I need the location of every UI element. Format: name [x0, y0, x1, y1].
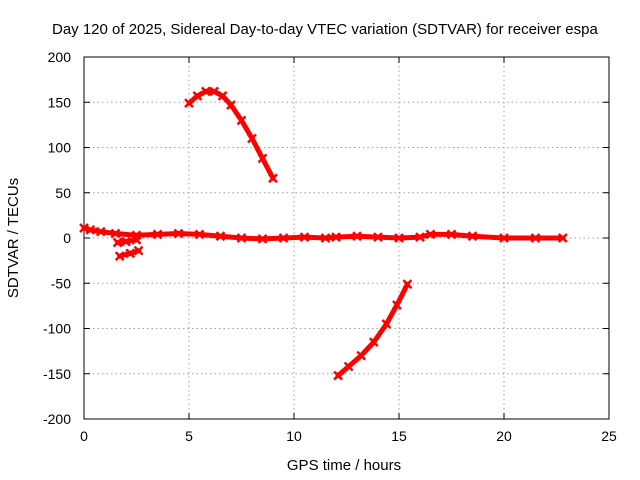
data-point [257, 153, 268, 164]
data-point [184, 98, 194, 109]
data-point [530, 233, 541, 243]
x-tick-label: 20 [496, 428, 512, 444]
data-point [200, 86, 211, 97]
x-tick-label: 10 [286, 428, 302, 444]
data-point [133, 245, 144, 256]
data-layer [79, 86, 568, 381]
data-point [278, 233, 289, 243]
data-point [247, 133, 257, 144]
x-tick-label: 0 [80, 428, 88, 444]
data-point [299, 232, 310, 242]
data-point [381, 319, 392, 329]
y-tick-label: 50 [55, 185, 71, 201]
series-low-segment-b [114, 245, 144, 261]
data-point [333, 370, 343, 381]
data-point [209, 86, 220, 97]
x-axis-label: GPS time / hours [287, 457, 401, 474]
y-tick-label: -100 [43, 321, 71, 337]
chart-title: Day 120 of 2025, Sidereal Day-to-day VTE… [52, 21, 598, 38]
label-layer: 0 5 10 15 20 25 -200 -150 -100 -50 0 50 100 150 200 [43, 49, 617, 444]
data-point [114, 251, 125, 261]
data-point [217, 91, 228, 101]
data-point [79, 223, 89, 233]
data-point [226, 100, 236, 110]
data-point [467, 231, 478, 242]
data-point [368, 337, 379, 347]
series-line [335, 281, 410, 379]
y-tick-label: -150 [43, 366, 71, 382]
data-point [236, 233, 247, 243]
x-tick-label: 25 [601, 428, 617, 444]
data-point [352, 231, 362, 242]
data-point [392, 300, 402, 310]
data-point [173, 228, 184, 239]
data-point [402, 279, 413, 290]
data-point [125, 248, 136, 259]
data-point [112, 237, 123, 248]
data-point [394, 233, 404, 243]
data-point [499, 233, 509, 243]
series-high-arc [184, 86, 278, 184]
data-point [95, 226, 106, 237]
data-point [268, 173, 278, 184]
data-point [343, 361, 354, 372]
y-tick-label: 200 [48, 49, 72, 65]
series-line [186, 88, 276, 181]
x-tick-label: 5 [185, 428, 193, 444]
y-tick-label: -200 [43, 411, 71, 427]
data-point [331, 232, 341, 242]
axes-layer [83, 56, 610, 420]
data-point [425, 229, 436, 240]
data-point [192, 91, 203, 101]
data-point [557, 233, 568, 243]
data-point [373, 232, 383, 242]
y-tick-label: -50 [51, 275, 71, 291]
data-point [215, 231, 226, 242]
data-point [236, 115, 247, 126]
data-point [152, 229, 163, 240]
data-point [85, 224, 96, 235]
data-point [194, 229, 205, 240]
y-axis-label: SDTVAR / TECUs [5, 178, 22, 298]
series-low-rise [333, 279, 413, 381]
data-point [131, 234, 142, 245]
data-point [121, 236, 131, 247]
data-point [446, 229, 457, 240]
data-point [257, 234, 268, 244]
x-tick-label: 15 [391, 428, 407, 444]
y-tick-label: 100 [48, 140, 72, 156]
series-low-segment-a [112, 234, 142, 248]
data-point [320, 233, 331, 243]
y-tick-label: 150 [48, 94, 72, 110]
y-tick-label: 0 [63, 230, 71, 246]
data-point [415, 232, 425, 242]
data-point [110, 228, 121, 239]
data-point [356, 350, 367, 361]
series-baseline [79, 223, 568, 244]
